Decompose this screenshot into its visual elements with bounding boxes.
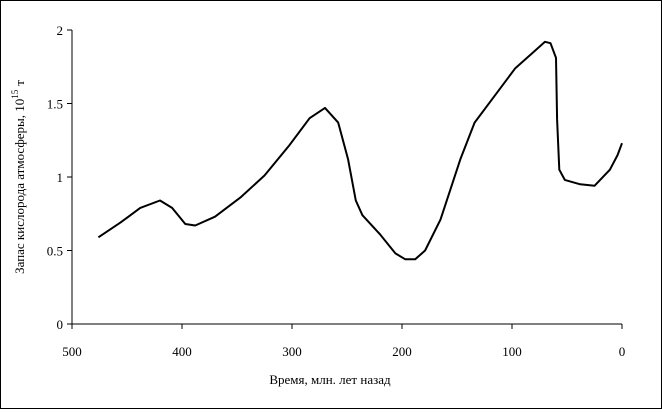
y-tick-label: 0.5 [47,244,63,259]
x-tick-label: 400 [172,344,192,359]
y-axis-label-unit: т [12,80,27,86]
y-axis-label-text: Запас кислорода атмосферы, 10 [12,99,27,274]
line [97,40,623,261]
y-tick-label: 1 [57,170,64,185]
x-tick-label: 200 [392,344,412,359]
y-tick-label: 1.5 [47,97,63,112]
x-tick-label: 100 [502,344,522,359]
y-axis-label: Запас кислорода атмосферы, 1015 т [10,80,27,274]
x-tick-label: 500 [62,344,82,359]
x-tick-label: 300 [282,344,302,359]
y-axis-label-sup: 15 [10,89,20,99]
x-tick-label: 0 [619,344,626,359]
x-axis-label: Время, млн. лет назад [269,372,391,387]
y-tick-label: 0 [57,317,64,332]
y-tick-label: 2 [57,23,64,38]
